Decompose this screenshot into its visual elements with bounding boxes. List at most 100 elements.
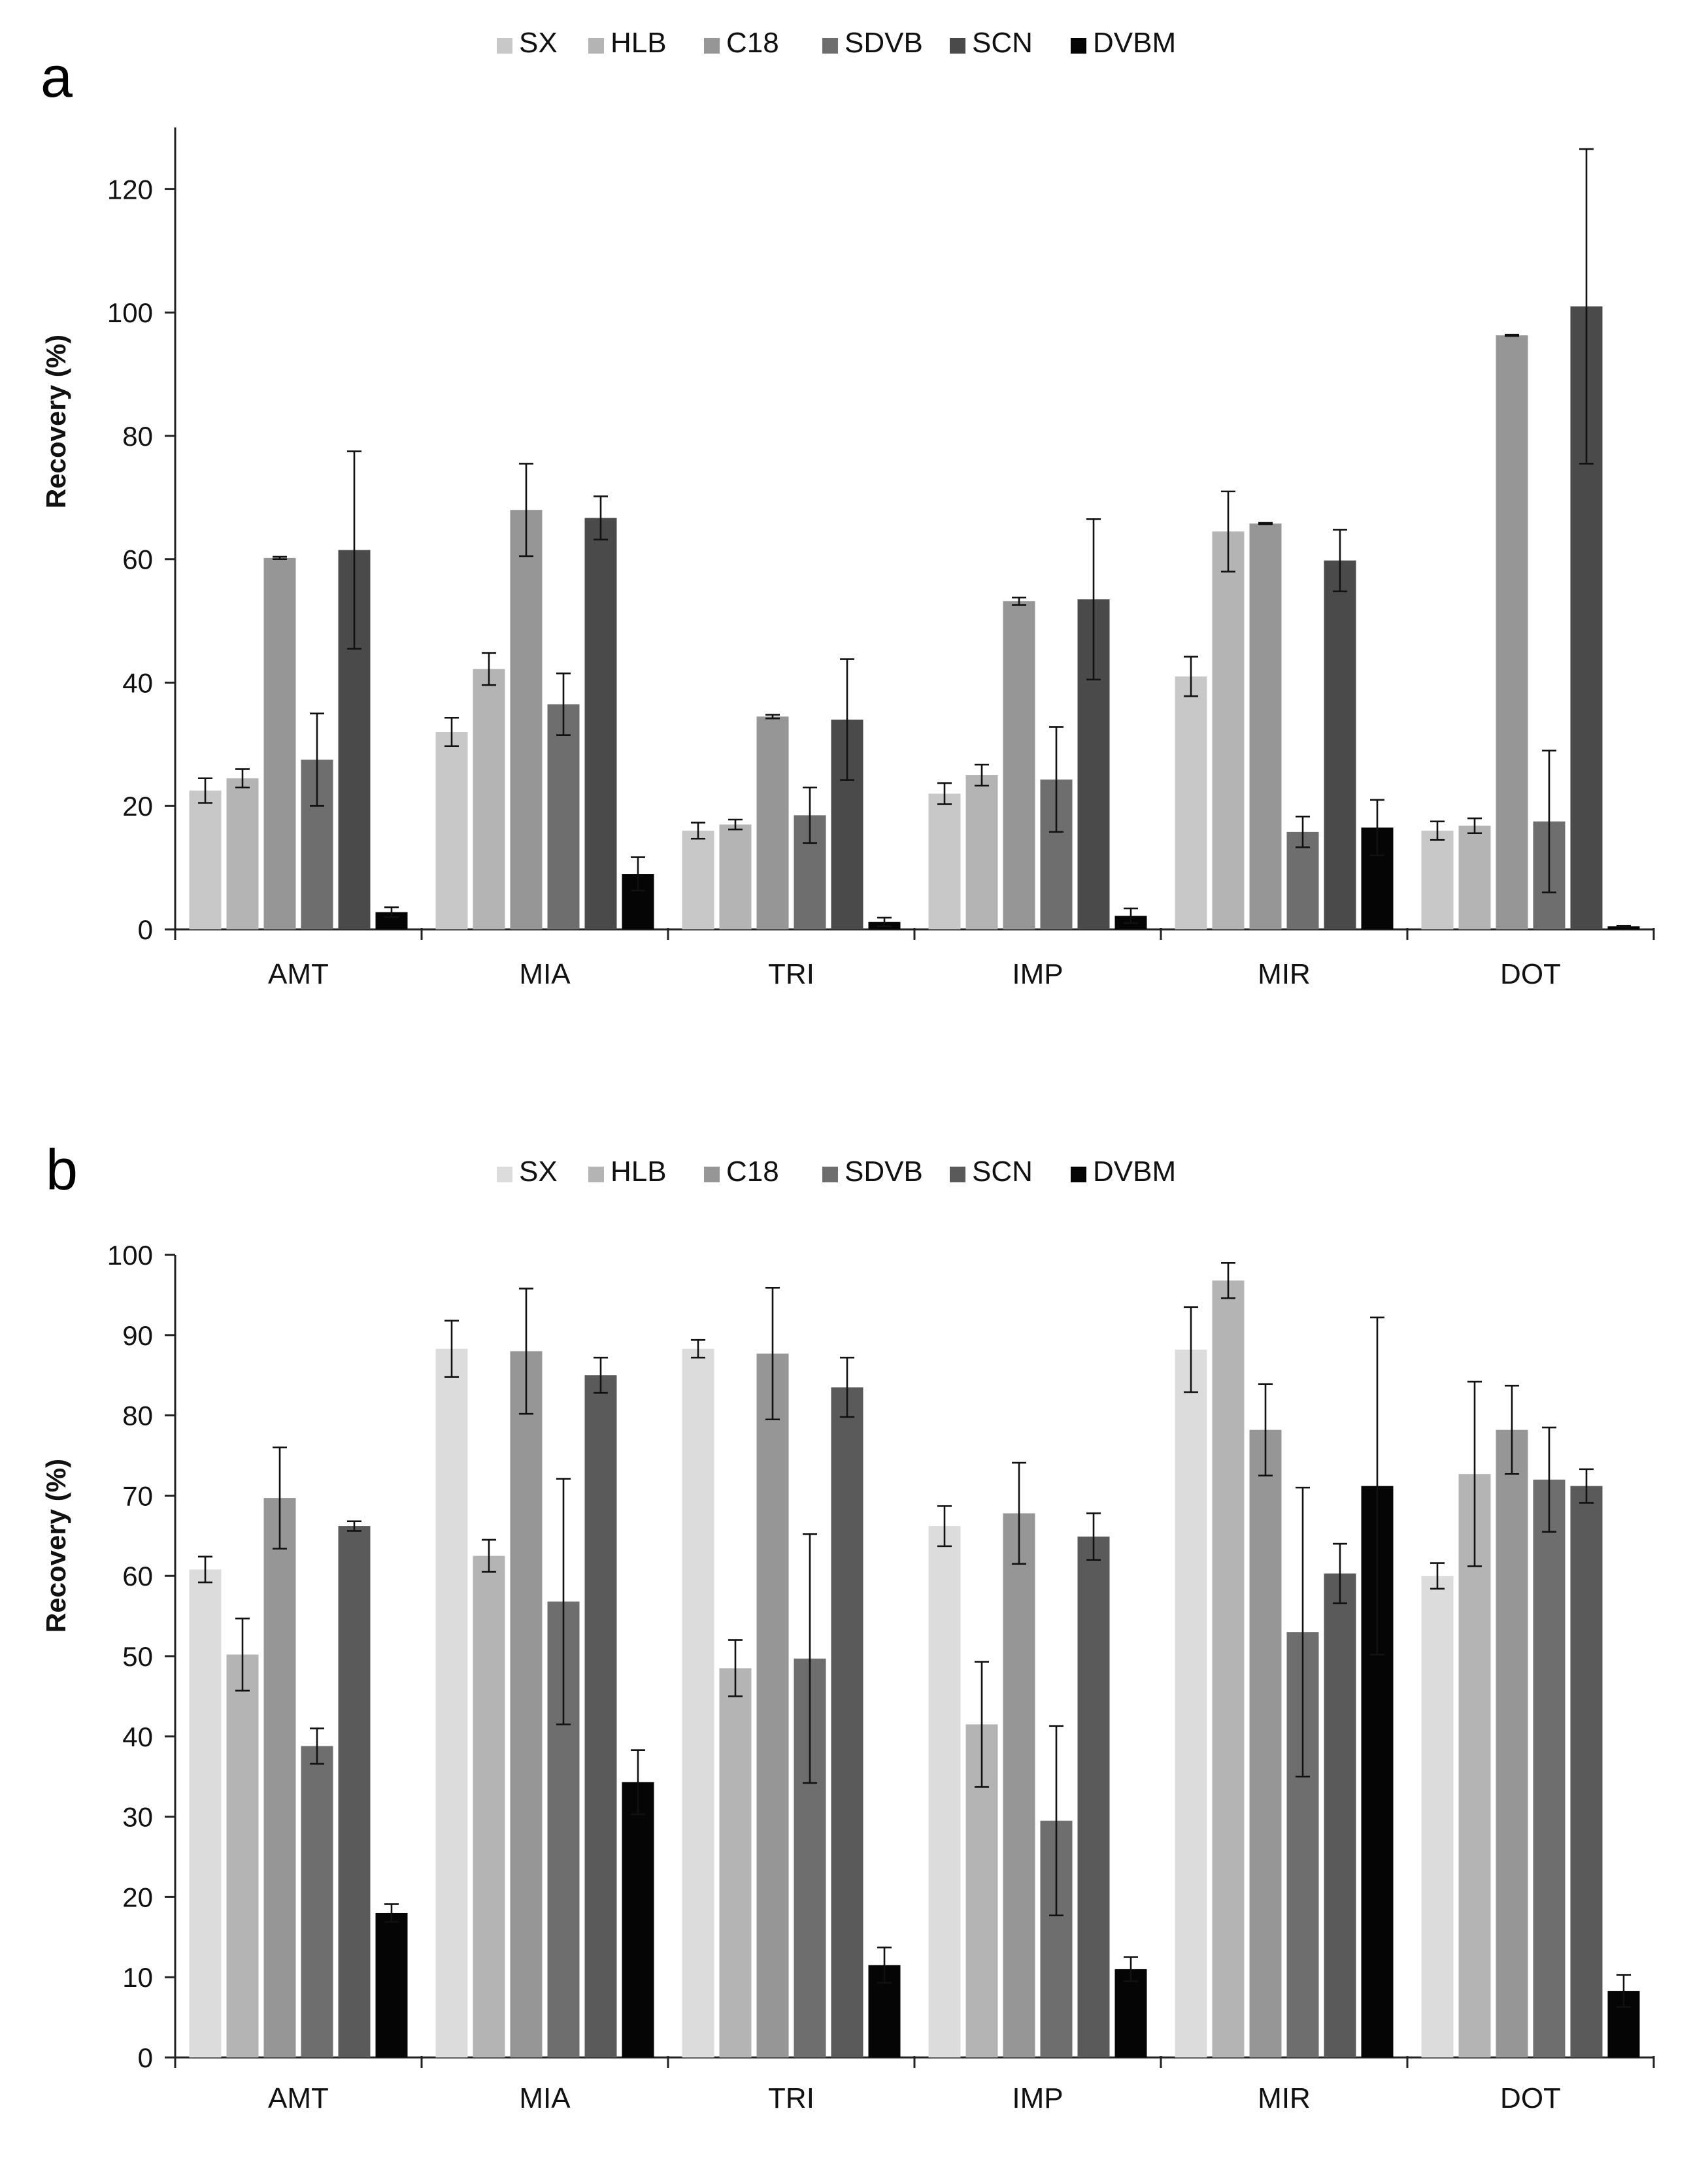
legend-swatch-sx [497,38,512,54]
bar-sx-mia [435,731,468,929]
bar-c18-tri [756,716,789,929]
legend-swatch-sdvb [822,1167,838,1182]
legend-label-sdvb: SDVB [845,27,923,59]
bar-sx-tri [682,1348,714,2057]
bar-hlb-tri [719,824,752,929]
panel-b-legend: SX HLB C18 SDVB SCN DVBM [497,1156,1176,1188]
bar-hlb-dot [1458,825,1491,929]
bar-c18-dot [1496,1429,1528,2057]
category-label: AMT [268,958,329,990]
bar-hlb-mir [1212,531,1245,929]
panel-b-y-axis-label: Recovery (%) [41,1459,71,1633]
panel-a-label: a [41,44,73,109]
y-tick-label: 70 [122,1480,153,1511]
bar-dvbm-dot [1607,926,1640,929]
y-tick-label: 30 [122,1802,153,1833]
y-tick-label: 0 [138,914,153,945]
panel-a-error-bars [198,148,1631,928]
category-label: DOT [1500,958,1561,990]
panel-b-bars [189,1280,1640,2057]
panel-a-axes [174,127,1655,940]
category-label: MIA [519,2082,571,2114]
y-tick-label: 90 [122,1320,153,1351]
bar-scn-tri [831,1387,863,2057]
y-tick-label: 60 [122,1561,153,1591]
bar-sx-mir [1175,1349,1207,2057]
bar-hlb-imp [965,775,998,929]
legend-label-sdvb: SDVB [845,1156,923,1188]
bar-sx-amt [189,1569,222,2057]
category-label: AMT [268,2082,329,2114]
category-label: MIA [519,958,571,990]
y-tick-label: 40 [122,1722,153,1752]
legend-swatch-hlb [588,38,604,54]
y-tick-label: 50 [122,1641,153,1672]
bar-c18-mia [510,510,543,929]
bar-c18-mir [1249,523,1282,929]
panel-a-y-axis-label: Recovery (%) [41,335,71,508]
bar-c18-imp [1003,601,1035,929]
bar-sdvb-amt [301,1746,333,2057]
legend-label-scn: SCN [972,1156,1033,1188]
bar-scn-dot [1570,1486,1603,2057]
bar-hlb-amt [226,1654,259,2057]
legend-swatch-dvbm [1071,1167,1086,1182]
bar-c18-dot [1496,335,1528,929]
panel-a-y-ticks: 0 20 40 60 80 100 120 [107,174,175,945]
bar-sx-dot [1421,1576,1454,2057]
panel-b-label: b [46,1137,78,1202]
panel-b: b SX HLB C18 SDVB SCN DVBM Recovery (%) 0 10 20… [41,1137,1655,2114]
bar-hlb-tri [719,1668,752,2057]
bar-sx-dot [1421,830,1454,929]
panel-b-categories: AMT MIA TRI IMP MIR DOT [268,2082,1561,2114]
legend-swatch-sx [497,1167,512,1182]
bar-hlb-dot [1458,1474,1491,2057]
bar-c18-tri [756,1354,789,2057]
legend-label-hlb: HLB [611,27,667,59]
bar-c18-amt [263,1498,296,2057]
legend-swatch-scn [950,38,965,54]
bar-dvbm-imp [1114,1969,1147,2057]
bar-sx-imp [928,793,961,929]
bar-c18-mia [510,1351,543,2057]
category-label: TRI [768,2082,814,2114]
y-tick-label: 20 [122,791,153,822]
bar-sdvb-mia [547,704,580,929]
panel-a-categories: AMT MIA TRI IMP MIR DOT [268,958,1561,990]
y-tick-label: 100 [107,297,153,328]
y-tick-label: 40 [122,667,153,698]
y-tick-label: 80 [122,1401,153,1431]
bar-hlb-mia [473,1556,505,2057]
legend-swatch-c18 [704,1167,720,1182]
category-label: MIR [1258,2082,1311,2114]
bar-sx-tri [682,830,714,929]
bar-sx-imp [928,1526,961,2057]
bar-scn-imp [1077,1537,1110,2057]
legend-label-dvbm: DVBM [1093,1156,1176,1188]
panel-b-y-ticks: 0 10 20 30 40 50 60 70 80 90 100 [107,1240,175,2073]
bar-scn-amt [338,1526,371,2057]
legend-label-dvbm: DVBM [1093,27,1176,59]
panel-a-legend: SX HLB C18 SDVB SCN DVBM [497,27,1176,59]
category-label: IMP [1012,958,1063,990]
legend-label-sx: SX [519,1156,558,1188]
bar-hlb-mir [1212,1280,1245,2057]
legend-swatch-dvbm [1071,38,1086,54]
bar-scn-mia [584,1375,617,2057]
bar-sx-amt [189,790,222,929]
legend-label-c18: C18 [726,1156,779,1188]
bar-c18-imp [1003,1513,1035,2057]
bar-scn-mia [584,518,617,929]
legend-label-hlb: HLB [611,1156,667,1188]
y-tick-label: 20 [122,1882,153,1912]
panel-a: a SX HLB C18 SDVB SCN DVBM Recovery (%) 0 20 40… [41,27,1655,990]
y-tick-label: 100 [107,1240,153,1271]
bar-hlb-amt [226,778,259,929]
bar-scn-mir [1324,560,1356,929]
bar-sx-mia [435,1348,468,2057]
legend-swatch-sdvb [822,38,838,54]
bar-sdvb-dot [1533,1479,1566,2057]
legend-label-scn: SCN [972,27,1033,59]
bar-scn-mir [1324,1573,1356,2057]
